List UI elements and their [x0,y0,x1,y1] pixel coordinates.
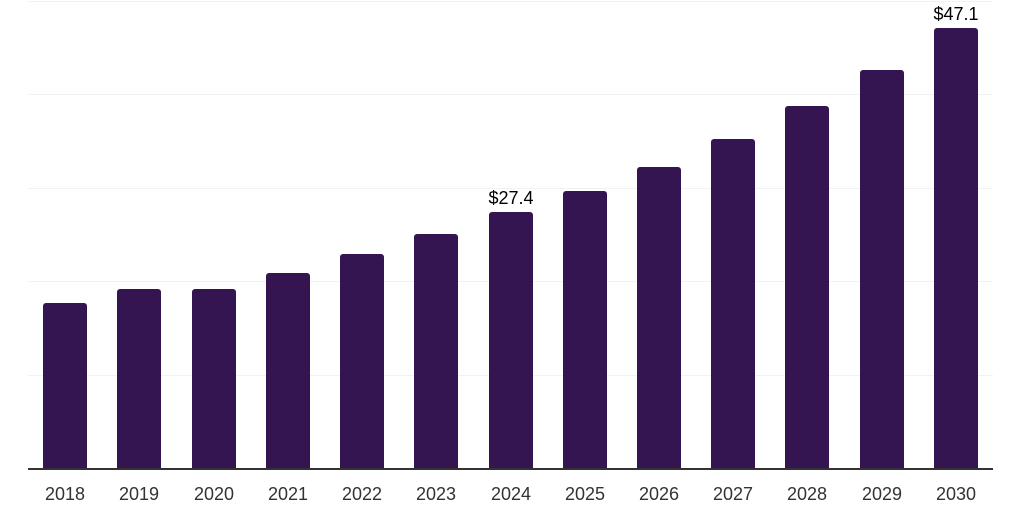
bar-2029 [860,70,904,468]
bar-value-label-2030: $47.1 [933,4,979,24]
x-tick-label-2029: 2029 [861,484,903,504]
bar-2021 [266,273,310,468]
x-tick-label-2022: 2022 [341,484,383,504]
x-tick-label-2030: 2030 [935,484,977,504]
bar-2030 [934,28,978,468]
bar-2027 [711,139,755,468]
bar-2025 [563,191,607,468]
bar-2026 [637,167,681,468]
x-tick-label-2020: 2020 [193,484,235,504]
x-axis-line [28,468,993,470]
bar-2019 [117,289,161,468]
x-tick-label-2021: 2021 [267,484,309,504]
x-tick-label-2028: 2028 [786,484,828,504]
x-tick-label-2027: 2027 [712,484,754,504]
bar-value-label-2024: $27.4 [488,188,534,208]
x-tick-label-2025: 2025 [564,484,606,504]
bar-2024 [489,212,533,468]
bar-2023 [414,234,458,468]
bar-2028 [785,106,829,468]
gridline [28,1,993,2]
x-tick-label-2018: 2018 [44,484,86,504]
bar-2022 [340,254,384,468]
x-tick-label-2023: 2023 [415,484,457,504]
x-tick-label-2019: 2019 [118,484,160,504]
bar-2018 [43,303,87,468]
x-tick-label-2026: 2026 [638,484,680,504]
gridline [28,94,993,95]
bar-2020 [192,289,236,468]
gridline [28,188,993,189]
x-tick-label-2024: 2024 [490,484,532,504]
